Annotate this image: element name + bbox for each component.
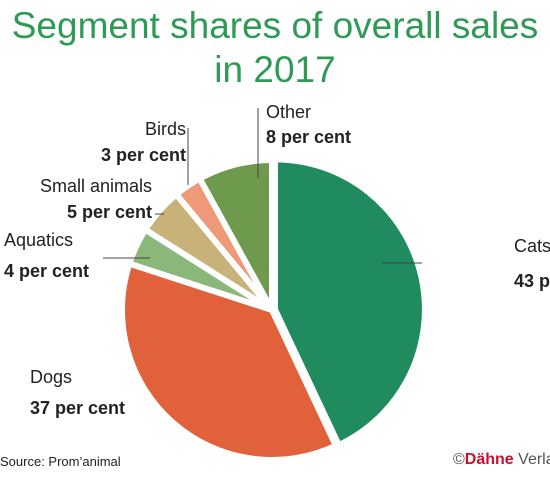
- slice-value-aquatics: 4 per cent: [4, 261, 89, 281]
- pie-slices: [119, 156, 428, 463]
- chart-title-line-2: in 2017: [214, 49, 336, 90]
- chart-title-line-1: Segment shares of overall sales: [11, 5, 539, 46]
- slice-label-small-animals: Small animals: [40, 176, 152, 196]
- slice-labels: Cats 43 per cent Dogs 37 per cent Aquatics 4 …: [4, 102, 550, 418]
- copyright-symbol: ©: [453, 451, 465, 468]
- pie-slice-dogs: [119, 260, 339, 463]
- slice-label-birds: Birds: [145, 119, 186, 139]
- slice-label-aquatics: Aquatics: [4, 230, 73, 250]
- slice-value-cats: 43 per cent: [514, 271, 550, 291]
- publisher-credit: ©Dähne Verlag: [453, 451, 550, 469]
- publisher-name-rest: Verlag: [518, 451, 550, 468]
- publisher-brand: Dähne: [464, 451, 514, 468]
- slice-label-other: Other: [266, 102, 311, 122]
- slice-label-dogs: Dogs: [30, 367, 72, 387]
- leader-lines: [103, 108, 422, 264]
- slice-label-cats: Cats: [514, 236, 550, 256]
- pie-slice-cats: [271, 156, 428, 449]
- slice-value-birds: 3 per cent: [101, 145, 186, 165]
- chart-title: Segment shares of overall sales in 2017: [0, 4, 550, 92]
- slice-value-dogs: 37 per cent: [30, 398, 125, 418]
- source-note: Source: Prom’animal: [0, 454, 121, 469]
- slice-value-other: 8 per cent: [266, 127, 351, 147]
- pie-slice-other: [196, 157, 275, 313]
- slice-value-small-animals: 5 per cent: [67, 202, 152, 222]
